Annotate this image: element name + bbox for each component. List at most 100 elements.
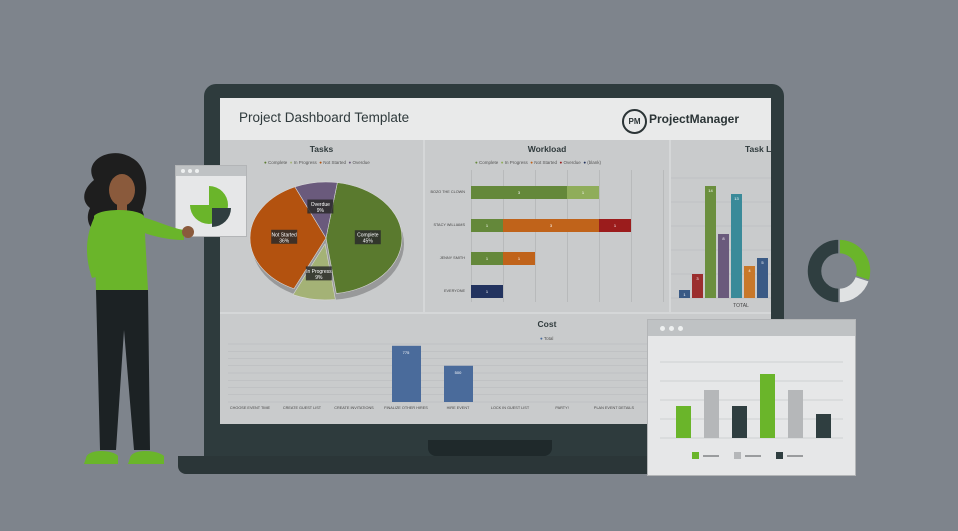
pie-label-name: Complete — [357, 233, 379, 239]
workload-gridline — [503, 170, 504, 302]
brand-name: ProjectManager — [649, 112, 740, 126]
cost-category-label: CHOOSE EVENT TIME — [230, 406, 271, 410]
workload-bar-segment: 1 — [471, 219, 503, 232]
pie-label-value: 36% — [279, 238, 290, 244]
task-length-bar — [679, 290, 690, 298]
workload-bar-segment: 1 — [599, 219, 631, 232]
pants — [96, 290, 150, 450]
pie-label-value: 9% — [315, 275, 323, 281]
popup-legend-swatch — [692, 452, 699, 459]
dashboard-header: Project Dashboard Template PM ProjectMan… — [220, 98, 771, 140]
popup-legend — [692, 452, 803, 459]
cost-category-label: HIRE EVENT — [447, 406, 470, 410]
task-length-bar-label: 1 — [683, 292, 686, 297]
task-length-bar-label: 5 — [761, 260, 764, 265]
pie-card-chart — [190, 186, 231, 227]
left-arm — [87, 218, 104, 278]
popup-bar — [760, 374, 775, 438]
workload-bar-segment: 1 — [503, 252, 535, 265]
donut-segments — [806, 238, 872, 304]
cost-bar-label: 775 — [403, 350, 410, 355]
cost-category-labels: CHOOSE EVENT TIME CREATE GUEST LIST CREATE… — [230, 406, 679, 410]
task-length-panel: Task L 1 3 14 8 13 4 5 TOTAL — [671, 140, 771, 312]
workload-gridline — [567, 170, 568, 302]
workload-bar-segment: 1 — [471, 285, 503, 298]
pie-label-name: Overdue — [311, 202, 330, 208]
workload-gridline — [663, 170, 664, 302]
workload-title: Workload — [527, 144, 567, 154]
legend-item: ● In Progress — [289, 160, 317, 165]
legend-item: ● (blank) — [583, 160, 602, 165]
popup-legend-swatch — [734, 452, 741, 459]
task-length-bar — [757, 258, 768, 298]
pie-label-box — [354, 230, 381, 245]
workload-row-label: STACY WILLIAMS — [433, 223, 465, 227]
tasks-legend: ● Complete ● In Progress ● Not Started ●… — [264, 160, 370, 165]
donut-segment — [806, 238, 840, 304]
pie-label-value: 9% — [317, 208, 325, 214]
task-length-bar — [744, 266, 755, 298]
popup-bar — [816, 414, 831, 438]
pie-card-titlebar — [176, 166, 246, 176]
bar-popup-titlebar — [648, 320, 855, 336]
workload-bar-segment: 3 — [471, 186, 567, 199]
pie-label-value: 45% — [363, 239, 374, 245]
cost-category-label: PARTY! — [555, 406, 568, 410]
face — [109, 174, 135, 206]
popup-legend-line — [787, 455, 803, 457]
cost-category-label: FINALIZE OTHER HIRES — [384, 406, 428, 410]
cost-category-label: PLAN EVENT DETAILS — [594, 406, 635, 410]
window-dot-icon — [188, 169, 192, 173]
legend-item: ● Not Started — [319, 160, 347, 165]
workload-bar-segment: 3 — [503, 219, 599, 232]
cost-bars: 775 500 — [392, 345, 681, 402]
donut-chart — [806, 238, 872, 304]
popup-bar — [704, 390, 719, 438]
task-length-bar — [718, 234, 729, 298]
pie-label-name: In Progress — [306, 269, 332, 275]
popup-legend-line — [745, 455, 761, 457]
cost-bar-label: 500 — [455, 370, 462, 375]
task-length-bar-label: 13 — [734, 196, 739, 201]
right-shoe — [128, 451, 164, 464]
workload-gridline — [535, 170, 536, 302]
popup-legend-line — [703, 455, 719, 457]
task-length-bar-label: 3 — [696, 276, 699, 281]
window-dot-icon — [181, 169, 185, 173]
pie-slice — [212, 208, 231, 227]
tasks-panel: Tasks ● Complete ● In Progress ● Not Sta… — [220, 140, 423, 312]
window-dot-icon — [195, 169, 199, 173]
donut-segment — [838, 238, 872, 282]
cost-bar — [444, 365, 473, 402]
task-length-title: Task L — [745, 144, 771, 154]
popup-legend-swatch — [776, 452, 783, 459]
window-dot-icon — [678, 326, 683, 331]
task-length-bar — [705, 186, 716, 298]
cost-category-label: CREATE INVITATIONS — [334, 406, 374, 410]
task-length-bar — [692, 274, 703, 298]
cost-title: Cost — [537, 319, 557, 329]
task-length-bar-label: 8 — [722, 236, 725, 241]
dashboard-title: Project Dashboard Template — [239, 110, 410, 125]
pie-label-box — [271, 229, 298, 244]
popup-bar-chart — [660, 361, 843, 459]
cost-category-label: CREATE GUEST LIST — [283, 406, 322, 410]
workload-bar-segment: 1 — [471, 252, 503, 265]
cost-legend: ● Total — [540, 336, 554, 341]
tasks-title: Tasks — [309, 144, 334, 154]
legend-item: ● In Progress — [500, 160, 528, 165]
torso — [94, 210, 148, 292]
workload-bar-segment: 1 — [567, 186, 599, 199]
pie-label-box — [307, 199, 334, 214]
workload-gridline — [631, 170, 632, 302]
workload-row-label: JENNY SMITH — [439, 256, 465, 260]
brand-logo-icon: PM — [622, 109, 647, 134]
workload-row-label: BOZO THE CLOWN — [430, 190, 465, 194]
laptop-notch — [428, 440, 552, 456]
popup-bars — [676, 374, 831, 438]
workload-row-label: EVERYONE — [443, 289, 465, 293]
bar-chart-popup — [647, 319, 856, 476]
